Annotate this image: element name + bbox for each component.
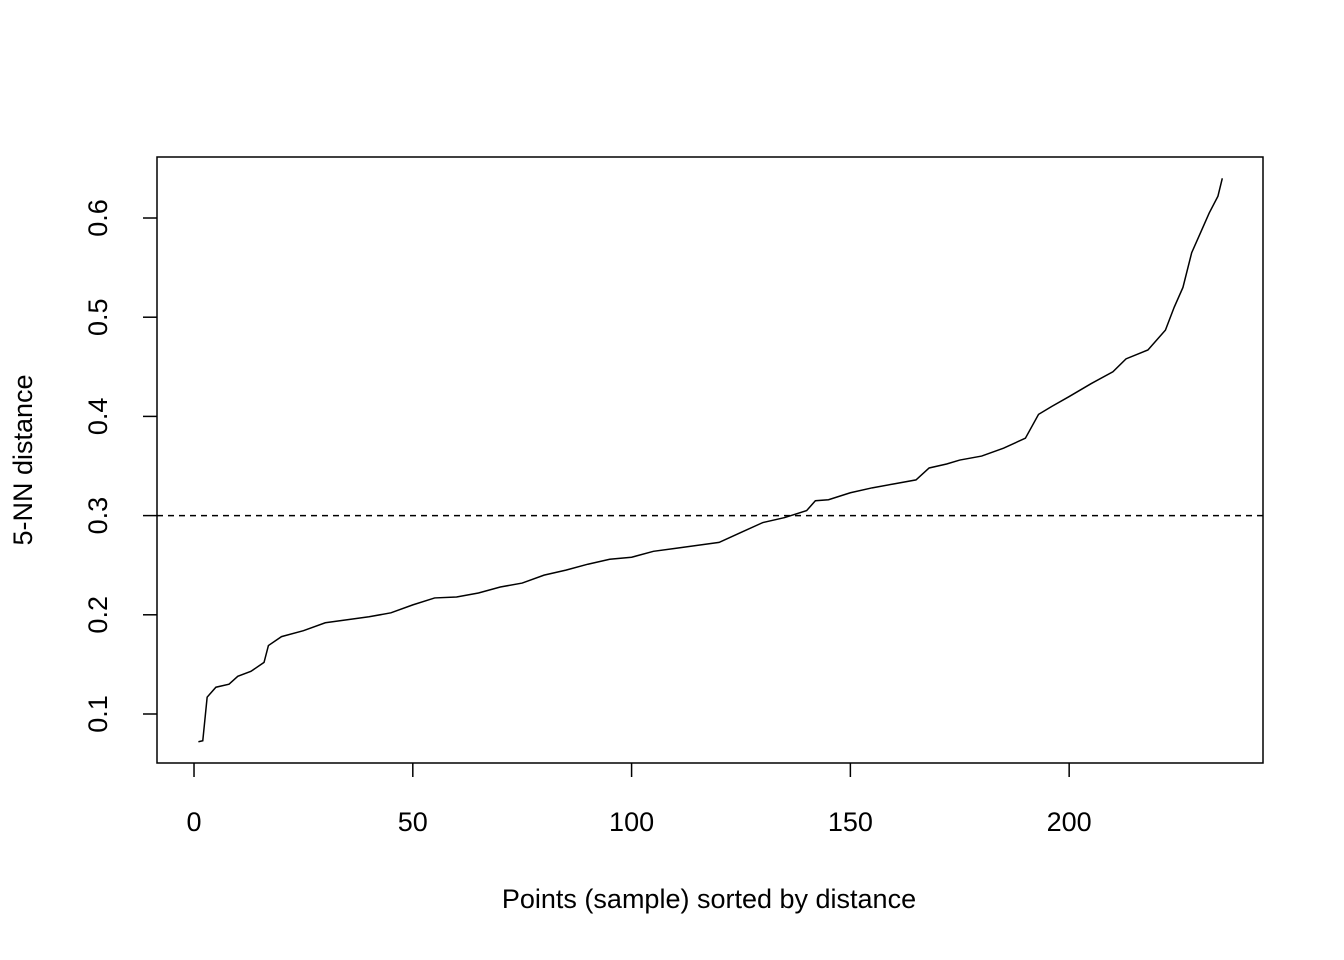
data-line [198,178,1224,743]
y-tick-label: 0.1 [83,695,113,733]
y-tick-label: 0.4 [83,398,113,436]
x-tick-label: 100 [609,807,654,837]
x-tick-label: 50 [398,807,428,837]
y-tick-label: 0.3 [83,497,113,535]
plot-frame [156,156,1264,764]
x-tick-label: 200 [1047,807,1092,837]
y-tick-label: 0.2 [83,596,113,634]
x-tick-label: 0 [187,807,202,837]
x-tick-label: 150 [828,807,873,837]
y-tick-label: 0.6 [83,199,113,237]
y-axis-label: 5-NN distance [8,374,38,545]
y-tick-label: 0.5 [83,298,113,336]
x-axis-label: Points (sample) sorted by distance [502,884,916,914]
